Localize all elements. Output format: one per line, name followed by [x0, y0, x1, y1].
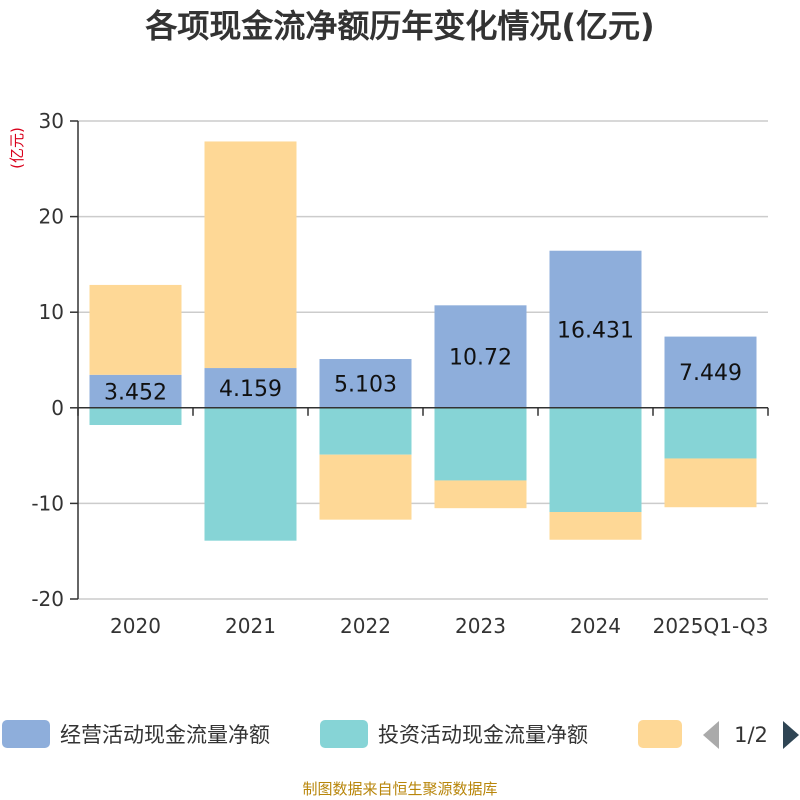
legend-label-operating[interactable]: 经营活动现金流量净额: [60, 723, 270, 747]
bar-s0-2022: [319, 359, 412, 408]
chart-title: 各项现金流净额历年变化情况(亿元): [145, 7, 654, 45]
bar-s0-2025Q1-Q3: [664, 336, 757, 408]
bar-s0-2020: [89, 374, 182, 408]
data-label-2024: 16.431: [557, 318, 634, 343]
bar-s2-2022: [319, 454, 412, 520]
bar-s1-2024: [549, 407, 642, 513]
data-label-2020: 3.452: [104, 380, 167, 405]
bar-s2-2021: [204, 141, 297, 369]
data-label-2021: 4.159: [219, 377, 282, 402]
bar-s2-2020: [89, 284, 182, 375]
legend-swatch-operating[interactable]: [2, 720, 50, 748]
y-tick-label--10: -10: [31, 491, 64, 515]
legend-page-indicator: 1/2: [734, 723, 768, 747]
data-labels: 3.452 4.159 5.103 10.72 16.431 7.449: [104, 318, 742, 405]
grid: [78, 120, 768, 600]
bars: [89, 141, 757, 541]
bar-s1-2025Q1-Q3: [664, 407, 757, 459]
bar-s1-2022: [319, 407, 412, 455]
bar-s0-2023: [434, 305, 527, 408]
bar-s2-2023: [434, 480, 527, 509]
data-label-2023: 10.72: [449, 346, 512, 371]
source-footer: 制图数据来自恒生聚源数据库: [302, 780, 497, 798]
data-label-2025Q1-Q3: 7.449: [679, 361, 742, 386]
bar-s0-2024: [549, 250, 642, 408]
y-axis-unit: (亿元): [8, 127, 26, 169]
x-tick-label-2022: 2022: [340, 614, 391, 638]
y-tick-label--20: -20: [31, 587, 64, 611]
bar-s1-2020: [89, 407, 182, 426]
x-tick-label-2020: 2020: [110, 614, 161, 638]
x-tick-label-2025Q1-Q3: 2025Q1-Q3: [653, 614, 769, 638]
legend-prev-page-icon[interactable]: [703, 721, 719, 749]
y-tick-label-30: 30: [39, 109, 64, 133]
legend: 经营活动现金流量净额 投资活动现金流量净额 1/2: [2, 720, 799, 749]
bar-s0-2021: [204, 368, 297, 408]
y-tick-label-10: 10: [39, 300, 64, 324]
y-tick-label-0: 0: [51, 396, 64, 420]
x-tick-label-2024: 2024: [570, 614, 621, 638]
y-tick-label-20: 20: [39, 205, 64, 229]
legend-swatch-financing[interactable]: [638, 720, 682, 748]
x-tick-label-2021: 2021: [225, 614, 276, 638]
bar-s2-2025Q1-Q3: [664, 458, 757, 508]
x-tick-label-2023: 2023: [455, 614, 506, 638]
bar-s2-2024: [549, 512, 642, 540]
axes: -20 -10 0 10 20 30 2020 2021 2022 2023 2024 2025Q1-…: [31, 109, 769, 638]
bar-s1-2023: [434, 407, 527, 481]
data-label-2022: 5.103: [334, 372, 397, 397]
legend-next-page-icon[interactable]: [783, 721, 799, 749]
legend-swatch-investing[interactable]: [320, 720, 368, 748]
bar-s1-2021: [204, 407, 297, 541]
legend-label-investing[interactable]: 投资活动现金流量净额: [378, 723, 588, 747]
